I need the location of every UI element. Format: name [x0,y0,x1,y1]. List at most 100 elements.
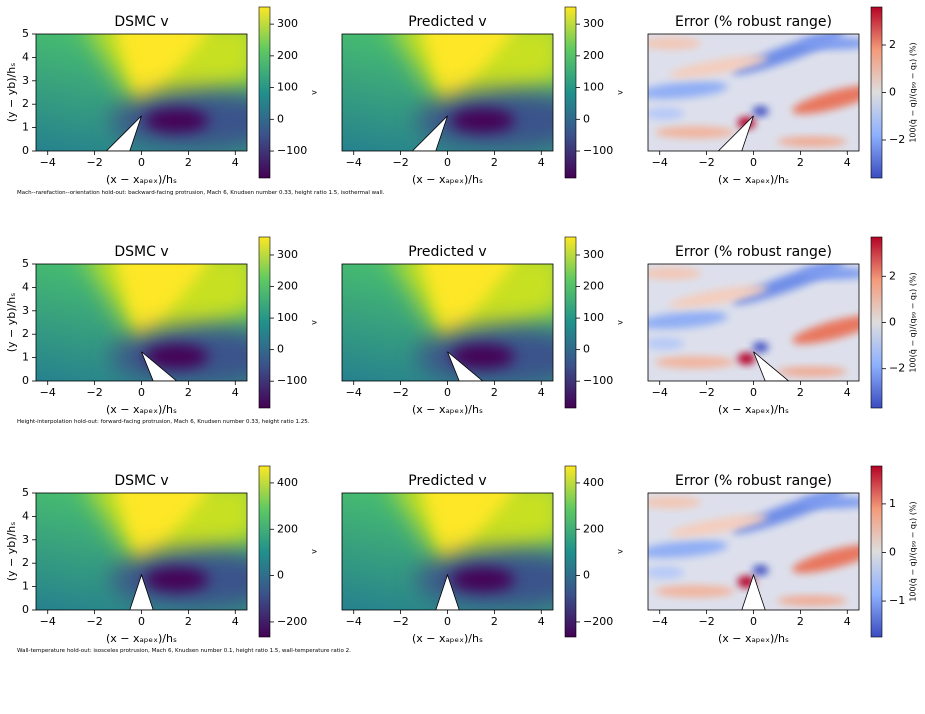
field-lowest [144,108,209,133]
protrusion [741,573,766,610]
y-tick-label: 2 [22,556,29,569]
colorbar-tick-label: −200 [583,615,613,628]
colorbar-tick-label: 0 [889,316,896,329]
field [648,264,859,381]
field-wedge-core [423,34,513,109]
field-blob [648,496,702,509]
colorbar-label: v [310,90,319,95]
y-tick-label: 1 [22,580,29,593]
field-blob [654,356,735,369]
field-blob [800,267,859,280]
colorbar-tick-label: 0 [277,343,284,356]
x-tick-label: −4 [40,386,56,399]
panel-title: Predicted v [408,473,486,489]
field [36,493,247,610]
y-tick-label: 4 [22,50,29,63]
field [342,34,553,151]
x-tick-label: −2 [699,156,715,169]
x-tick-label: −2 [87,386,103,399]
x-tick-label: 2 [797,615,804,628]
field [648,34,859,151]
field-blob [648,311,729,330]
x-tick-label: 0 [444,156,451,169]
field-blue [752,342,769,353]
x-tick-label: −2 [393,386,409,399]
field-blob [792,84,859,115]
colorbar-label: 100(q̂ − q)/(q₉₉ − q₁) (%) [908,501,918,601]
colorbar-label: v [310,320,319,325]
colorbar-tick-label: 100 [277,81,298,94]
x-tick-label: −2 [699,386,715,399]
field [342,264,553,381]
colorbar-tick-label: 0 [277,112,284,125]
colorbar-tick-label: 0 [277,569,284,582]
protrusion [717,115,754,151]
colorbar-tick-label: 2 [889,38,896,51]
field-blue [752,106,769,117]
protrusion [411,115,448,151]
colorbar-tick-label: 0 [889,545,896,558]
x-axis-label: (x − xₐₚₑₓ)/hₛ [106,632,177,645]
x-tick-label: 2 [185,386,192,399]
field-lowest [450,567,515,592]
y-tick-label: 3 [22,533,29,546]
x-tick-label: −2 [87,615,103,628]
colorbar-label: v [310,549,319,554]
colorbar-tick-label: 200 [583,49,604,62]
colorbar-tick-label: −100 [277,144,307,157]
x-tick-label: −4 [346,386,362,399]
colorbar [258,236,271,409]
x-axis-label: (x − xₐₚₑₓ)/hₛ [718,632,789,645]
protrusion [141,351,178,381]
y-tick-label: 0 [22,374,29,387]
protrusion [447,351,484,381]
x-tick-label: −4 [346,156,362,169]
colorbar-tick-label: 200 [277,522,298,535]
x-tick-label: 0 [138,156,145,169]
colorbar [564,236,577,409]
colorbar-label: 100(q̂ − q)/(q₉₉ − q₁) (%) [908,272,918,372]
x-tick-label: −4 [40,615,56,628]
x-tick-label: 4 [538,386,545,399]
x-tick-label: −4 [652,615,668,628]
y-tick-label: 5 [22,27,29,40]
x-axis-label: (x − xₐₚₑₓ)/hₛ [106,403,177,416]
colorbar-tick-label: 2 [889,269,896,282]
x-tick-label: 4 [844,156,851,169]
x-axis-label: (x − xₐₚₑₓ)/hₛ [106,173,177,186]
protrusion [105,115,142,151]
field-red [737,352,756,365]
field-lowest [144,567,209,592]
field-blob [648,37,702,50]
x-tick-label: 2 [797,156,804,169]
colorbar [258,465,271,638]
colorbar-tick-label: −100 [583,374,613,387]
y-tick-label: 2 [22,97,29,110]
field-wedge-core [117,493,207,568]
field-blob [792,543,859,574]
colorbar [258,6,271,179]
y-tick-label: 2 [22,327,29,340]
colorbar-tick-label: 300 [583,248,604,261]
colorbar-tick-label: 200 [583,280,604,293]
colorbar-tick-label: 1 [889,497,896,510]
x-tick-label: 0 [138,386,145,399]
field-lowest [144,344,209,369]
x-tick-label: 4 [232,156,239,169]
field [36,264,247,381]
field-blob [648,540,729,559]
colorbar-label: v [616,549,625,554]
colorbar [870,6,883,179]
field-blob [792,314,859,345]
x-axis-label: (x − xₐₚₑₓ)/hₛ [718,173,789,186]
field-wedge-core [117,34,207,109]
colorbar-tick-label: 300 [277,17,298,30]
field-blob [800,496,859,509]
x-tick-label: 4 [232,386,239,399]
field-blob [648,81,729,100]
y-tick-label: 1 [22,351,29,364]
field [36,34,247,151]
field-blob [648,337,685,350]
y-tick-label: 4 [22,280,29,293]
